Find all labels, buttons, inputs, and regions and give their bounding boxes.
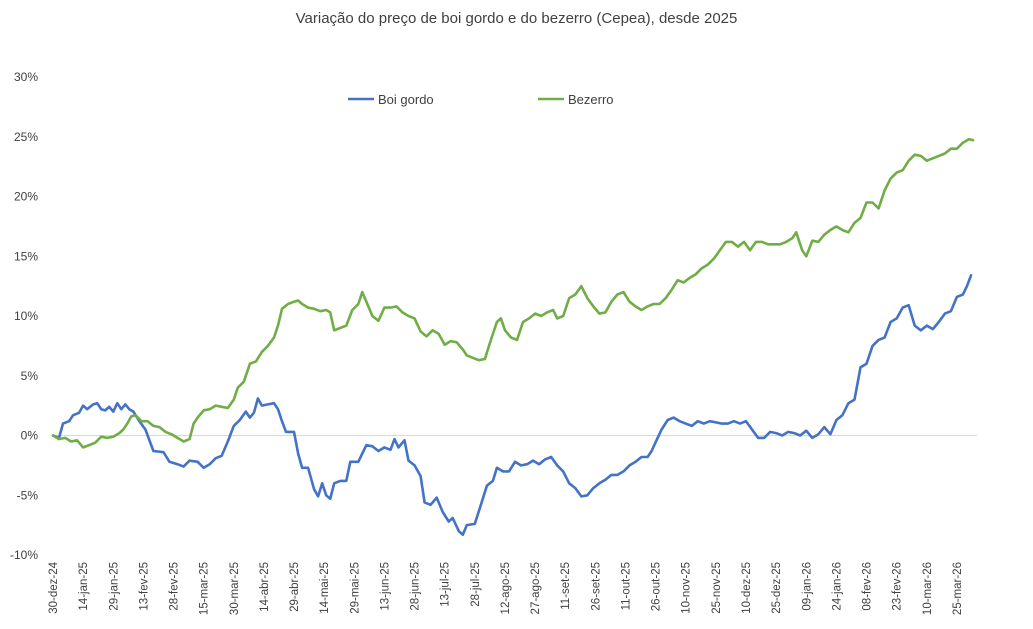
x-tick-label: 14-mai-25 xyxy=(319,562,331,614)
x-tick-label: 14-abr-25 xyxy=(259,562,271,612)
x-tick-label: 13-jul-25 xyxy=(440,562,452,607)
x-tick-label: 30-dez-24 xyxy=(48,561,60,613)
x-tick-label: 10-nov-25 xyxy=(681,562,693,614)
x-tick-label: 29-abr-25 xyxy=(289,562,301,612)
x-tick-label: 27-ago-25 xyxy=(530,562,542,614)
x-tick-label: 10-mar-26 xyxy=(922,562,934,615)
x-tick-label: 30-mar-25 xyxy=(229,562,241,615)
series-line-bezerro xyxy=(51,137,975,449)
chart-title: Variação do preço de boi gordo e do beze… xyxy=(295,10,738,27)
x-tick-label: 08-fev-26 xyxy=(862,562,874,611)
x-tick-label: 13-jun-25 xyxy=(379,562,391,611)
y-tick-label: 5% xyxy=(21,369,39,383)
x-tick-label: 25-mar-26 xyxy=(952,562,964,615)
x-tick-label: 25-nov-25 xyxy=(711,562,723,614)
y-tick-label: -10% xyxy=(10,548,38,562)
y-tick-label: 15% xyxy=(14,249,38,263)
x-tick-label: 14-jan-25 xyxy=(78,562,90,611)
x-tick-label: 09-jan-26 xyxy=(801,562,813,611)
y-tick-label: 0% xyxy=(21,429,39,443)
y-tick-label: -5% xyxy=(17,488,39,502)
y-tick-label: 30% xyxy=(14,70,38,84)
x-tick-label: 28-fev-25 xyxy=(169,562,181,611)
x-tick-label: 23-fev-26 xyxy=(892,562,904,611)
legend-label: Boi gordo xyxy=(378,92,434,107)
series-layer xyxy=(51,137,975,537)
legend-label: Bezerro xyxy=(568,92,614,107)
x-tick-label: 11-out-25 xyxy=(620,562,632,610)
y-tick-label: 10% xyxy=(14,309,38,323)
x-tick-label: 26-out-25 xyxy=(651,562,663,611)
legend: Boi gordo Bezerro xyxy=(348,92,614,107)
x-tick-label: 29-mai-25 xyxy=(349,562,361,614)
x-tick-label: 13-fev-25 xyxy=(138,562,150,611)
x-tick-label: 26-set-25 xyxy=(590,562,602,611)
x-tick-label: 12-ago-25 xyxy=(500,562,512,614)
series-line-boi-gordo xyxy=(51,274,973,537)
x-tick-label: 28-jul-25 xyxy=(470,562,482,607)
x-tick-label: 11-set-25 xyxy=(560,562,572,610)
y-tick-label: 25% xyxy=(14,130,38,144)
x-axis-ticks: 30-dez-24 14-jan-25 29-jan-25 13-fev-25 28-f… xyxy=(48,561,964,615)
x-tick-label: 24-jan-26 xyxy=(831,562,843,611)
y-tick-label: 20% xyxy=(14,190,38,204)
x-tick-label: 15-mar-25 xyxy=(199,562,211,615)
x-tick-label: 10-dez-25 xyxy=(741,562,753,614)
x-tick-label: 28-jun-25 xyxy=(410,562,422,611)
x-tick-label: 29-jan-25 xyxy=(108,562,120,611)
y-axis-ticks: 30% 25% 20% 15% 10% 5% 0% -5% -10% xyxy=(10,70,38,562)
x-tick-label: 25-dez-25 xyxy=(771,562,783,614)
